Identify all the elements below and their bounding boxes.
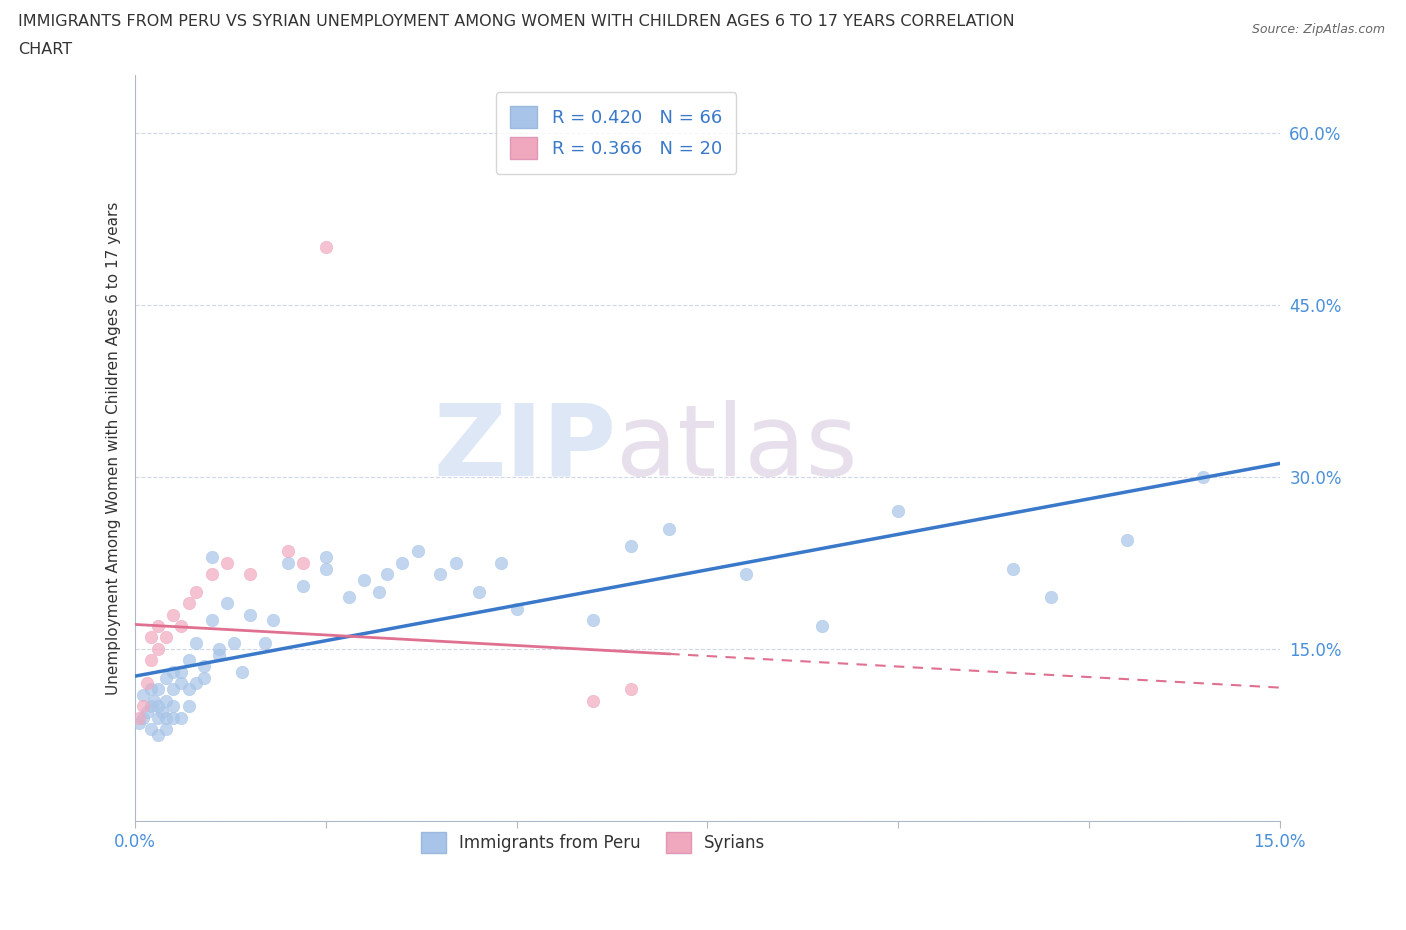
Point: [146, 618, 169, 633]
Point: [146, 642, 169, 657]
Point: [1116, 533, 1139, 548]
Point: [277, 544, 299, 559]
Point: [132, 711, 155, 725]
Point: [139, 653, 162, 668]
Point: [162, 664, 184, 679]
Y-axis label: Unemployment Among Women with Children Ages 6 to 17 years: Unemployment Among Women with Children A…: [107, 202, 121, 695]
Point: [231, 664, 253, 679]
Point: [262, 613, 284, 628]
Point: [734, 567, 756, 582]
Point: [200, 567, 222, 582]
Point: [155, 671, 177, 685]
Point: [239, 567, 262, 582]
Point: [177, 595, 200, 610]
Point: [139, 722, 162, 737]
Point: [155, 722, 177, 737]
Point: [186, 636, 208, 651]
Point: [155, 711, 177, 725]
Point: [292, 555, 315, 570]
Point: [506, 602, 529, 617]
Text: IMMIGRANTS FROM PERU VS SYRIAN UNEMPLOYMENT AMONG WOMEN WITH CHILDREN AGES 6 TO : IMMIGRANTS FROM PERU VS SYRIAN UNEMPLOYM…: [18, 14, 1015, 29]
Text: Source: ZipAtlas.com: Source: ZipAtlas.com: [1251, 23, 1385, 36]
Point: [186, 676, 208, 691]
Point: [128, 711, 150, 725]
Point: [292, 578, 315, 593]
Point: [467, 584, 489, 599]
Text: atlas: atlas: [616, 400, 858, 497]
Point: [193, 658, 215, 673]
Point: [139, 630, 162, 644]
Point: [429, 567, 451, 582]
Point: [186, 584, 208, 599]
Point: [162, 698, 184, 713]
Point: [170, 711, 193, 725]
Point: [132, 698, 155, 713]
Point: [150, 705, 173, 720]
Point: [139, 682, 162, 697]
Point: [177, 698, 200, 713]
Point: [277, 555, 299, 570]
Point: [315, 550, 337, 565]
Point: [155, 693, 177, 708]
Point: [811, 618, 834, 633]
Point: [155, 630, 177, 644]
Point: [887, 504, 910, 519]
Point: [200, 550, 222, 565]
Point: [444, 555, 467, 570]
Point: [315, 561, 337, 576]
Point: [1001, 561, 1024, 576]
Point: [406, 544, 429, 559]
Legend: Immigrants from Peru, Syrians: Immigrants from Peru, Syrians: [412, 824, 773, 861]
Point: [208, 642, 231, 657]
Point: [132, 687, 155, 702]
Point: [162, 607, 184, 622]
Point: [1039, 590, 1062, 604]
Point: [143, 693, 166, 708]
Point: [368, 584, 391, 599]
Point: [620, 538, 643, 553]
Point: [208, 647, 231, 662]
Point: [253, 636, 276, 651]
Point: [491, 555, 513, 570]
Point: [215, 595, 238, 610]
Point: [337, 590, 360, 604]
Point: [170, 676, 193, 691]
Point: [620, 682, 643, 697]
Point: [146, 682, 169, 697]
Point: [200, 613, 222, 628]
Point: [353, 573, 375, 588]
Point: [658, 521, 681, 536]
Point: [215, 555, 238, 570]
Point: [1192, 470, 1215, 485]
Point: [239, 607, 262, 622]
Point: [135, 676, 157, 691]
Point: [315, 240, 337, 255]
Point: [391, 555, 413, 570]
Point: [170, 618, 193, 633]
Point: [177, 653, 200, 668]
Point: [146, 698, 169, 713]
Point: [170, 664, 193, 679]
Point: [135, 705, 157, 720]
Point: [128, 716, 150, 731]
Point: [375, 567, 398, 582]
Text: ZIP: ZIP: [433, 400, 616, 497]
Point: [582, 693, 605, 708]
Point: [162, 682, 184, 697]
Point: [193, 671, 215, 685]
Point: [224, 636, 246, 651]
Point: [146, 727, 169, 742]
Point: [139, 698, 162, 713]
Point: [177, 682, 200, 697]
Point: [146, 711, 169, 725]
Point: [162, 711, 184, 725]
Point: [582, 613, 605, 628]
Text: CHART: CHART: [18, 42, 72, 57]
